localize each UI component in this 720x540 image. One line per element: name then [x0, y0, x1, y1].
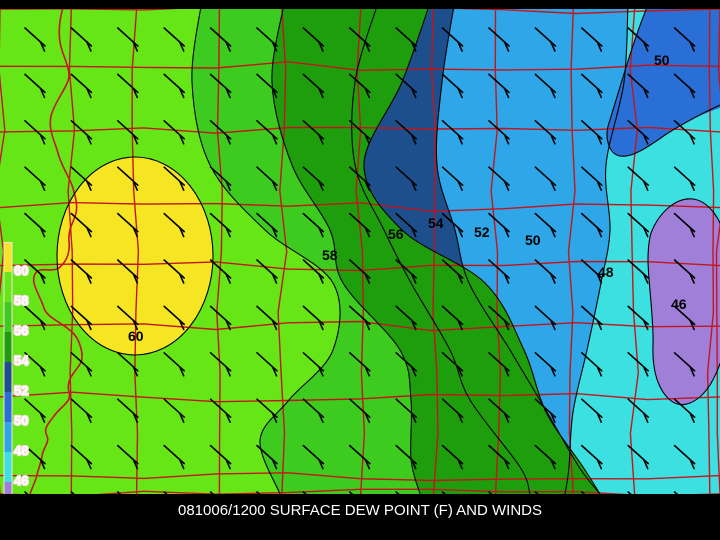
svg-text:60: 60 [128, 328, 144, 344]
svg-text:081006/1200 SURFACE DEW POINT: 081006/1200 SURFACE DEW POINT (F) AND WI… [178, 502, 542, 519]
svg-text:54: 54 [428, 215, 444, 231]
svg-text:48: 48 [14, 443, 28, 458]
svg-text:46: 46 [671, 296, 687, 312]
svg-text:50: 50 [14, 413, 28, 428]
svg-text:58: 58 [14, 293, 28, 308]
svg-text:60: 60 [14, 263, 28, 278]
svg-text:46: 46 [14, 473, 28, 488]
svg-text:50: 50 [525, 232, 541, 248]
svg-text:58: 58 [322, 247, 338, 263]
svg-text:52: 52 [14, 383, 28, 398]
svg-text:50: 50 [654, 52, 670, 68]
svg-text:52: 52 [474, 224, 490, 240]
svg-text:56: 56 [14, 323, 28, 338]
svg-text:54: 54 [14, 353, 29, 368]
svg-text:48: 48 [598, 264, 614, 280]
svg-text:56: 56 [388, 226, 404, 242]
